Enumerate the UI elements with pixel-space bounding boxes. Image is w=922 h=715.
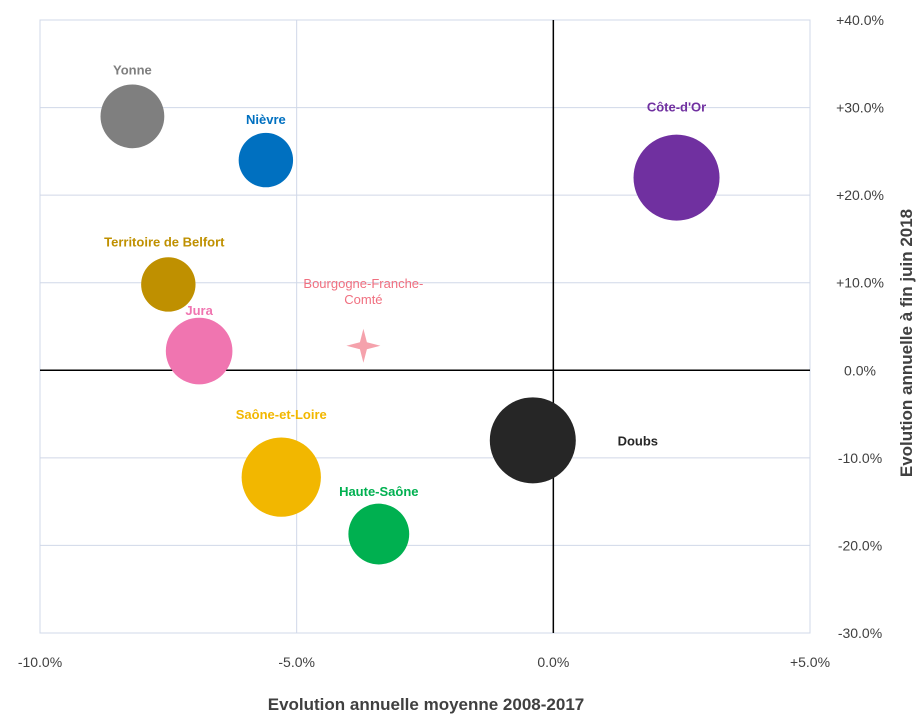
point-label: Nièvre bbox=[246, 112, 286, 127]
y-tick-label: +40.0% bbox=[836, 12, 884, 28]
y-tick-label: -20.0% bbox=[838, 537, 882, 553]
bubble-yonne bbox=[100, 84, 165, 149]
bubble-doubs bbox=[489, 397, 576, 484]
y-tick-label: +30.0% bbox=[836, 100, 884, 116]
bubble-ni-vre bbox=[238, 132, 294, 188]
y-tick-label: -30.0% bbox=[838, 625, 882, 641]
axes bbox=[40, 20, 810, 633]
point-label: Saône-et-Loire bbox=[236, 407, 327, 422]
bubble-haute-sa-ne bbox=[348, 503, 410, 565]
point-label: Doubs bbox=[618, 433, 658, 448]
point-label: Haute-Saône bbox=[339, 484, 418, 499]
point-label: Yonne bbox=[113, 62, 152, 77]
tick-labels: -10.0% -5.0% 0.0% +5.0% -30.0% -20.0% -10.0% 0.… bbox=[18, 12, 884, 670]
gridlines bbox=[39, 19, 811, 634]
point-labels: Yonne Nièvre Côte-d'Or Territoire de Belfor… bbox=[104, 62, 706, 499]
y-tick-label: -10.0% bbox=[838, 450, 882, 466]
x-tick-label: -5.0% bbox=[278, 654, 315, 670]
y-tick-label: +20.0% bbox=[836, 187, 884, 203]
y-tick-label: +10.0% bbox=[836, 275, 884, 291]
point-label: Côte-d'Or bbox=[647, 100, 706, 115]
y-axis-title: Evolution annuelle à fin juin 2018 bbox=[897, 209, 916, 477]
bubble-c-te-d-or bbox=[633, 134, 720, 221]
point-label: Territoire de Belfort bbox=[104, 234, 225, 249]
region-label: Bourgogne-Franche- bbox=[303, 276, 423, 291]
x-tick-label: 0.0% bbox=[537, 654, 569, 670]
x-tick-label: -10.0% bbox=[18, 654, 62, 670]
bubble-jura bbox=[165, 317, 233, 385]
point-label: Jura bbox=[185, 303, 213, 318]
x-tick-label: +5.0% bbox=[790, 654, 830, 670]
bubble-territoire-de-belfort bbox=[141, 257, 196, 312]
data-points bbox=[100, 84, 720, 565]
bubble-sa-ne-et-loire bbox=[241, 437, 321, 517]
y-tick-label: 0.0% bbox=[844, 362, 876, 378]
region-marker bbox=[346, 328, 381, 363]
x-axis-title: Evolution annuelle moyenne 2008-2017 bbox=[268, 695, 585, 714]
region-label: Comté bbox=[344, 292, 382, 307]
